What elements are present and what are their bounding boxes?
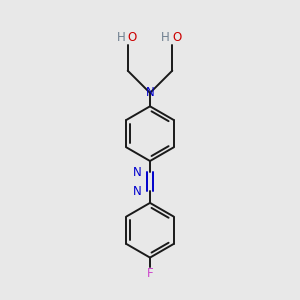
Text: H: H bbox=[161, 31, 170, 44]
Text: N: N bbox=[133, 166, 142, 179]
Text: H: H bbox=[117, 31, 125, 44]
Text: O: O bbox=[128, 31, 137, 44]
Text: N: N bbox=[133, 185, 142, 198]
Text: N: N bbox=[146, 86, 154, 99]
Text: O: O bbox=[172, 31, 182, 44]
Text: F: F bbox=[147, 266, 153, 280]
